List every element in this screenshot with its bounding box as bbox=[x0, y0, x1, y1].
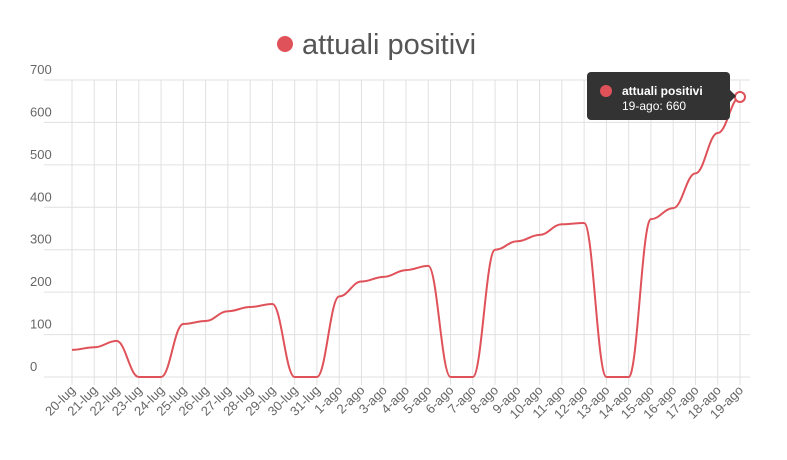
point bbox=[734, 90, 746, 103]
y-tick-label: 100 bbox=[30, 317, 52, 332]
y-tick-label: 400 bbox=[30, 189, 52, 204]
tooltip bbox=[587, 72, 730, 120]
y-tick-label: 700 bbox=[30, 62, 52, 77]
y-tick-label: 200 bbox=[30, 274, 52, 289]
legend-dot bbox=[277, 36, 293, 52]
y-tick-label: 600 bbox=[30, 104, 52, 119]
y-tick-label: 500 bbox=[30, 147, 52, 162]
tooltip-arrow bbox=[730, 90, 736, 102]
legend-label: attuali positivi bbox=[302, 29, 476, 61]
y-tick-label: 300 bbox=[30, 232, 52, 247]
tooltip-title: attuali positivi bbox=[622, 84, 703, 98]
y-tick-label: 0 bbox=[30, 359, 37, 374]
tooltip-text: 19-ago: 660 bbox=[622, 99, 686, 113]
line bbox=[71, 95, 741, 378]
tooltip-dot bbox=[600, 85, 612, 97]
